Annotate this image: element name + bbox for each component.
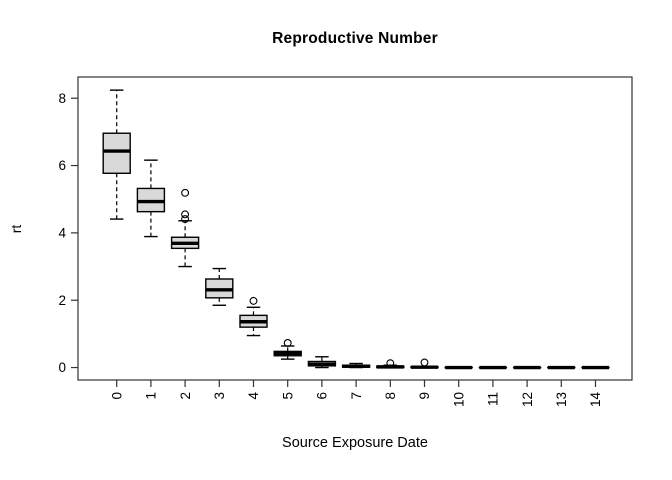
y-axis-tick-label: 8 (58, 91, 66, 106)
boxplot-cat-0 (102, 89, 131, 220)
chart-title: Reproductive Number (272, 30, 438, 47)
boxplot-cat-9 (410, 358, 439, 369)
x-axis-tick-label: 12 (520, 392, 535, 407)
outlier-point (386, 359, 395, 368)
plot-border (77, 76, 633, 381)
x-axis-tick-label: 9 (417, 392, 432, 400)
x-axis-tick-label: 1 (144, 392, 159, 400)
y-axis-tick-label: 0 (58, 360, 66, 375)
outlier-point (181, 188, 190, 197)
boxplot-cat-1 (136, 159, 166, 238)
x-axis-tick-label: 11 (486, 392, 501, 406)
outlier-point (420, 358, 429, 367)
x-axis-tick-label: 14 (588, 392, 603, 408)
x-axis-tick-label: 3 (212, 392, 227, 400)
boxplot-cat-3 (205, 267, 234, 306)
x-axis-tick-label: 4 (246, 392, 261, 400)
x-axis-tick-label: 7 (349, 392, 364, 400)
iqr-box (102, 132, 131, 174)
boxplot-cat-4 (239, 296, 268, 337)
boxplot-cat-6 (307, 356, 337, 369)
x-axis-tick-label: 8 (383, 392, 398, 400)
boxplot-cat-7 (341, 362, 371, 369)
y-axis-title: rt (8, 224, 24, 234)
boxplot-cat-5 (273, 339, 302, 360)
outlier-point (181, 215, 190, 224)
x-axis-tick-label: 0 (109, 392, 124, 400)
x-axis-tick-label: 10 (451, 392, 466, 407)
x-axis-title: Source Exposure Date (282, 435, 428, 451)
x-axis-tick-label: 5 (280, 392, 295, 400)
outlier-point (249, 296, 258, 305)
y-axis-tick-label: 2 (58, 293, 66, 308)
outlier-point (181, 210, 190, 219)
boxplot-cat-8 (376, 359, 405, 369)
x-axis-tick-label: 13 (554, 392, 569, 407)
x-axis-tick-label: 6 (315, 392, 330, 400)
outlier-point (283, 339, 292, 347)
x-axis-tick-label: 2 (178, 392, 193, 400)
y-axis-tick-label: 6 (58, 158, 66, 173)
boxplot-cat-2 (170, 188, 200, 268)
y-axis-tick-label: 4 (58, 226, 66, 241)
